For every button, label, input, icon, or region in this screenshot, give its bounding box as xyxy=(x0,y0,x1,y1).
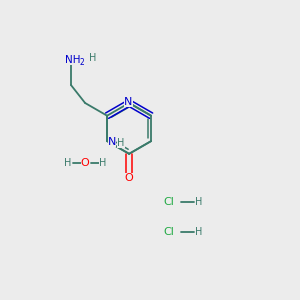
Text: H: H xyxy=(89,53,96,63)
Text: H: H xyxy=(196,196,203,206)
Text: Cl: Cl xyxy=(164,227,175,237)
Text: Cl: Cl xyxy=(164,196,175,206)
Text: H: H xyxy=(117,138,125,148)
Text: O: O xyxy=(125,173,134,183)
Text: H: H xyxy=(99,158,106,168)
Text: N: N xyxy=(107,137,116,147)
Text: H: H xyxy=(64,158,71,168)
Text: N: N xyxy=(124,97,133,107)
Text: H: H xyxy=(196,227,203,237)
Text: O: O xyxy=(81,158,90,168)
Text: 2: 2 xyxy=(80,58,84,67)
Text: NH: NH xyxy=(65,56,80,65)
